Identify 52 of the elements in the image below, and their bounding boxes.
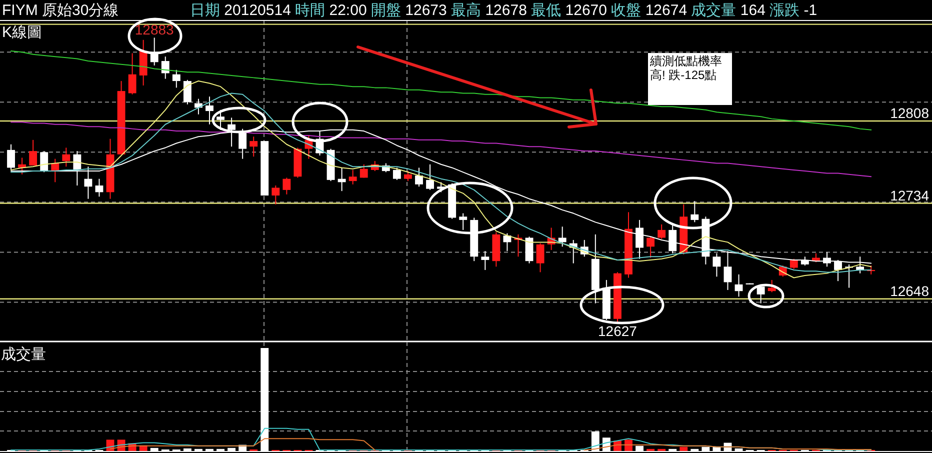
candlestick <box>29 139 38 166</box>
candlestick <box>646 236 655 258</box>
bar <box>624 440 632 451</box>
candlestick <box>712 252 721 278</box>
candlestick <box>536 242 544 273</box>
candlestick <box>62 147 70 168</box>
annotation: 12627 <box>598 323 638 340</box>
annotation: K線圖 <box>2 24 42 41</box>
ref-line-label: 12648 <box>890 282 930 299</box>
chart-title: FIYM 原始30分線 <box>2 2 119 19</box>
candlestick <box>272 185 280 205</box>
candlestick <box>206 96 214 125</box>
candlestick <box>734 274 743 298</box>
candlestick <box>250 136 258 158</box>
candlestick <box>161 56 170 80</box>
candlestick <box>668 222 677 254</box>
candlestick <box>459 212 468 230</box>
candlestick <box>392 167 401 180</box>
candlestick <box>558 226 566 248</box>
candlestick <box>658 224 666 240</box>
candlestick <box>404 170 412 182</box>
candlestick <box>636 219 644 260</box>
candlestick <box>525 236 534 264</box>
ref-line-label: 12808 <box>890 105 930 122</box>
text: 日期 20120514 時間 22:00 開盤 12673 最高 12678 最低 12670 收盤 12674 成交量 164 漲跌 -1 <box>190 2 818 19</box>
candlestick <box>768 279 776 293</box>
chart-title: 成交量 <box>1 346 46 363</box>
candlestick <box>338 167 346 192</box>
candlestick <box>690 200 699 223</box>
candlestick <box>183 79 192 105</box>
candlestick <box>756 284 765 304</box>
annotation: 續測低點機率高! 跌-125點 <box>649 54 722 82</box>
candlestick <box>360 164 368 178</box>
candlestick <box>503 232 512 252</box>
bar <box>680 446 688 451</box>
candlestick <box>790 258 798 270</box>
candlestick <box>415 167 423 188</box>
candlestick <box>426 164 434 190</box>
candlestick <box>238 128 247 160</box>
candlestick <box>84 166 92 200</box>
candlestick <box>172 69 180 88</box>
candlestick <box>282 177 291 195</box>
candlestick <box>216 109 224 130</box>
annotation: 12883 <box>134 22 174 38</box>
candlestick <box>40 150 48 173</box>
candlestick <box>128 52 136 95</box>
candlestick <box>150 37 158 66</box>
candlestick <box>481 250 490 270</box>
candlestick <box>73 150 82 186</box>
ref-line-label: 12734 <box>890 187 930 204</box>
candlestick <box>348 169 357 185</box>
candlestick <box>95 178 104 198</box>
